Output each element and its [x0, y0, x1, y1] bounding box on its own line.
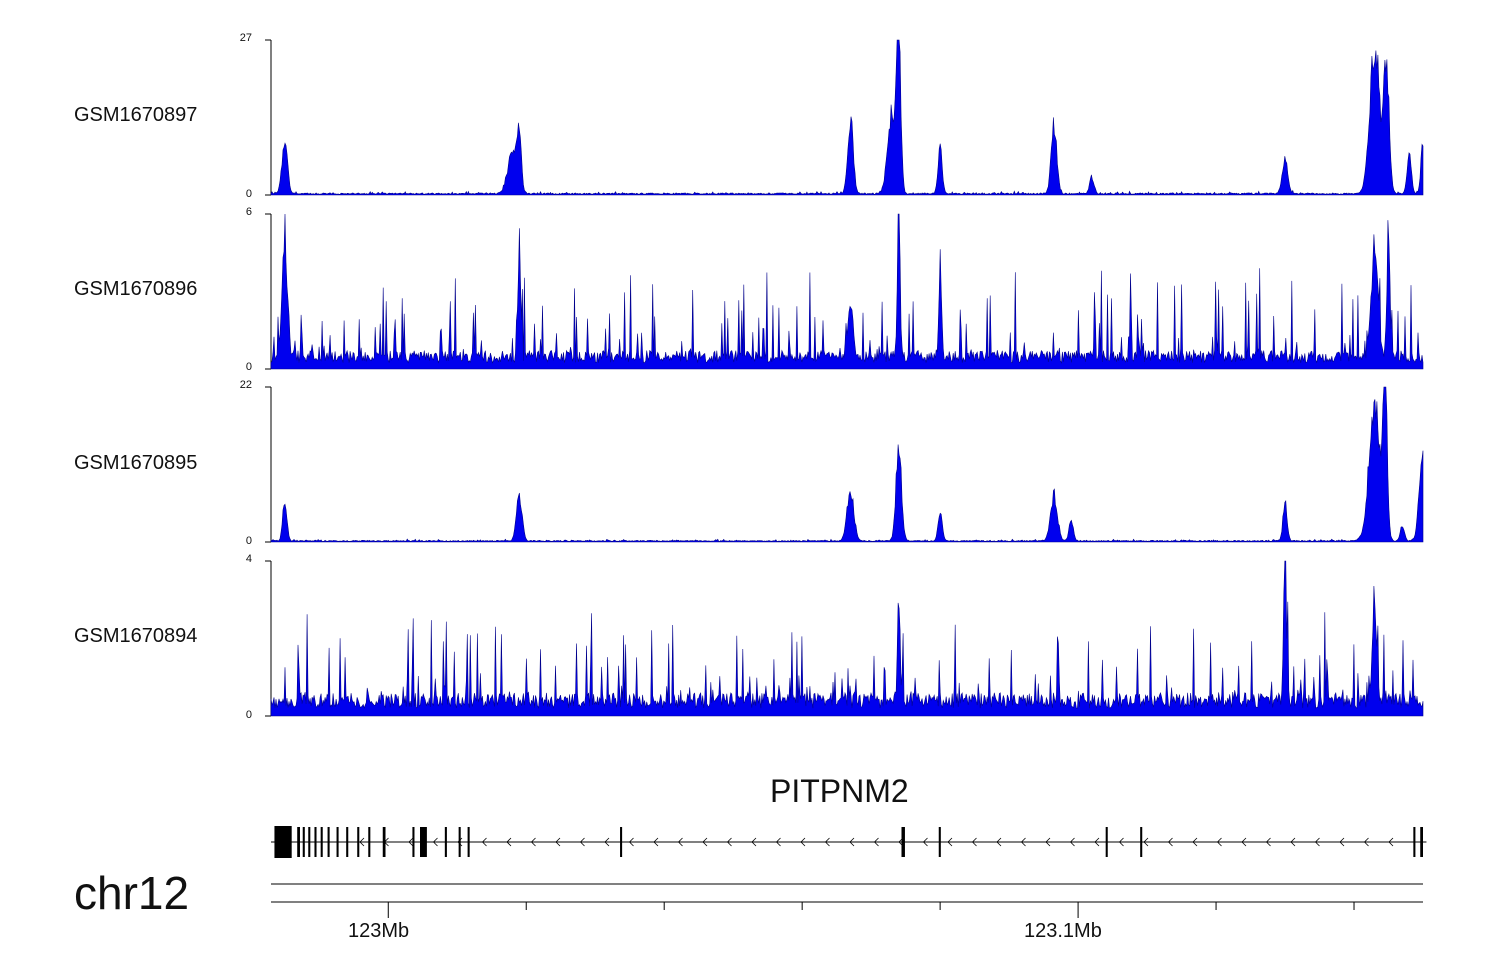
strand-chevron	[1290, 837, 1296, 847]
track-label-3: GSM1670895	[74, 452, 198, 474]
strand-chevron	[653, 837, 659, 847]
gene-exon	[314, 827, 317, 857]
strand-chevron	[726, 837, 732, 847]
gene-exon	[412, 827, 415, 857]
strand-chevron	[1388, 837, 1394, 847]
strand-chevron	[359, 837, 365, 847]
track-4-ymin-label: 0	[245, 709, 252, 721]
track-2	[265, 213, 1424, 370]
gene-exon	[938, 827, 941, 857]
strand-chevron	[1216, 837, 1222, 847]
strand-chevron	[432, 837, 438, 847]
gene-exon	[274, 826, 292, 858]
track-1-ymin-label: 0	[245, 188, 252, 200]
strand-chevron	[1265, 837, 1271, 847]
gene-exon	[368, 827, 371, 857]
strand-chevron	[947, 837, 953, 847]
strand-chevron	[1363, 837, 1369, 847]
strand-chevron	[800, 837, 806, 847]
coverage-tracks	[265, 39, 1424, 717]
strand-chevron	[481, 837, 487, 847]
track-3	[265, 386, 1424, 543]
gene-exon	[901, 827, 905, 857]
strand-chevron	[1069, 837, 1075, 847]
track-label-4: GSM1670894	[74, 625, 198, 647]
track-label-1: GSM1670897	[74, 104, 198, 126]
gene-exon	[302, 827, 305, 857]
strand-chevron	[1167, 837, 1173, 847]
gene-exon	[1140, 827, 1143, 857]
track-3-ymin-label: 0	[245, 535, 252, 547]
strand-chevron	[408, 837, 414, 847]
gene-exon	[444, 827, 447, 857]
strand-chevron	[530, 837, 536, 847]
genome-axis	[271, 883, 1423, 918]
axis-tick-label-2: 123.1Mb	[1024, 920, 1102, 942]
track-4-signal-area	[270, 560, 1424, 717]
axis-tick-label-1: 123Mb	[348, 920, 410, 942]
gene-exon	[382, 827, 386, 857]
strand-chevron	[1192, 837, 1198, 847]
gene-exon	[620, 827, 623, 857]
track-3-ymax-label: 22	[239, 379, 252, 391]
strand-chevron	[1094, 837, 1100, 847]
gene-exon	[1105, 827, 1108, 857]
strand-chevron	[579, 837, 585, 847]
gene-exon	[458, 827, 461, 857]
gene-exon	[308, 827, 311, 857]
strand-chevron	[824, 837, 830, 847]
strand-chevron	[555, 837, 561, 847]
strand-chevron	[922, 837, 928, 847]
track-label-2: GSM1670896	[74, 278, 198, 300]
strand-chevron	[677, 837, 683, 847]
strand-chevron	[1143, 837, 1149, 847]
strand-chevron	[1118, 837, 1124, 847]
gene-exon	[336, 827, 339, 857]
strand-chevron	[873, 837, 879, 847]
gene-name-label: PITPNM2	[770, 773, 909, 809]
gene-exon	[327, 827, 330, 857]
strand-chevron	[604, 837, 610, 847]
strand-chevron	[628, 837, 634, 847]
strand-chevron	[1045, 837, 1051, 847]
track-4-ymax-label: 4	[245, 553, 252, 565]
chromosome-label: chr12	[74, 867, 190, 919]
gene-exon	[467, 827, 470, 857]
gene-model	[271, 826, 1427, 858]
gene-exon	[1413, 827, 1416, 857]
track-2-ymax-label: 6	[245, 206, 252, 218]
gene-exon	[346, 827, 349, 857]
track-2-ymin-label: 0	[245, 361, 252, 373]
track-4	[265, 560, 1424, 717]
gene-exon	[320, 827, 323, 857]
strand-chevron	[996, 837, 1002, 847]
track-2-signal-area	[270, 213, 1424, 370]
strand-chevron	[1241, 837, 1247, 847]
track-1-ymax-label: 27	[239, 32, 252, 44]
strand-chevron	[506, 837, 512, 847]
gene-exon	[1420, 827, 1423, 857]
strand-chevron	[971, 837, 977, 847]
strand-chevron	[849, 837, 855, 847]
gene-exon	[357, 827, 360, 857]
strand-chevron	[775, 837, 781, 847]
strand-chevron	[1314, 837, 1320, 847]
gene-exon	[420, 827, 427, 857]
strand-chevron	[1020, 837, 1026, 847]
strand-chevron	[702, 837, 708, 847]
strand-chevron	[751, 837, 757, 847]
strand-chevron	[1339, 837, 1345, 847]
track-1-signal-area	[270, 39, 1424, 196]
track-3-signal-area	[270, 386, 1424, 543]
gene-exon	[297, 827, 300, 857]
track-1	[265, 39, 1424, 196]
